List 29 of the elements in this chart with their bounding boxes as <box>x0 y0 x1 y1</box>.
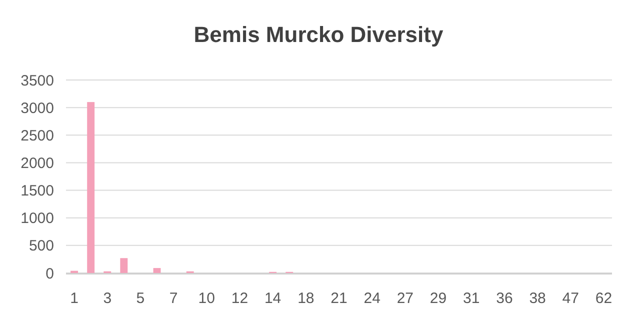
y-tick-label: 500 <box>28 238 54 255</box>
x-tick-label: 1 <box>70 290 78 307</box>
y-tick-label: 3500 <box>20 72 54 90</box>
x-tick-label: 3 <box>103 290 112 307</box>
x-tick-label: 38 <box>529 290 546 307</box>
x-tick-label: 21 <box>330 290 348 307</box>
x-tick-label: 7 <box>169 290 178 307</box>
chart-title: Bemis Murcko Diversity <box>194 22 444 47</box>
bar <box>120 258 128 273</box>
y-tick-label: 2500 <box>20 127 54 144</box>
bar <box>87 102 95 273</box>
x-tick-label: 47 <box>562 290 579 307</box>
bar <box>153 268 161 273</box>
x-tick-label: 62 <box>595 290 612 307</box>
y-tick-label: 0 <box>46 265 54 282</box>
y-tick-label: 2000 <box>20 154 54 172</box>
x-tick-label: 14 <box>264 290 282 307</box>
y-tick-label: 1500 <box>20 182 54 200</box>
x-tick-label: 31 <box>463 290 480 307</box>
x-tick-label: 18 <box>298 290 314 307</box>
x-tick-label: 5 <box>136 290 145 307</box>
x-tick-label: 36 <box>496 290 513 307</box>
y-tick-label: 1000 <box>20 210 54 228</box>
x-tick-label: 29 <box>430 290 447 307</box>
y-tick-label: 3000 <box>20 100 54 117</box>
x-tick-label: 27 <box>396 290 414 307</box>
x-tick-label: 10 <box>198 290 215 307</box>
x-tick-label: 24 <box>364 290 380 307</box>
x-tick-label: 12 <box>231 290 248 307</box>
